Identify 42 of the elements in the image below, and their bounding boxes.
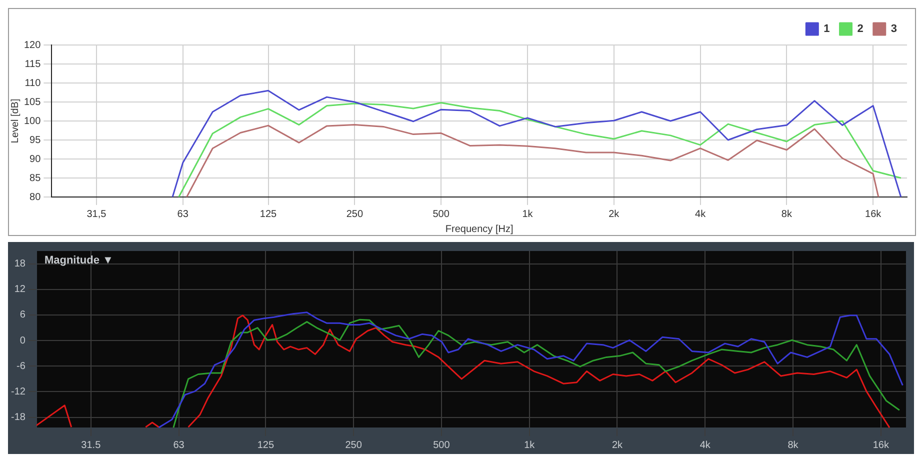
x-tick-label: 500 [433, 440, 450, 451]
y-tick-label: 12 [14, 284, 26, 296]
y-tick-label: 18 [14, 258, 26, 270]
y-tick-label: 105 [24, 96, 42, 108]
x-tick-label: 500 [432, 208, 450, 220]
x-tick-label: 31,5 [86, 208, 107, 220]
x-tick-label: 1k [524, 440, 536, 451]
y-tick-label: -12 [11, 386, 26, 398]
x-tick-label: 1k [522, 208, 534, 220]
x-axis-title: Frequency [Hz] [445, 224, 514, 235]
y-tick-label: -18 [11, 412, 26, 424]
x-tick-label: 2k [612, 440, 624, 451]
y-axis-title: Level [dB] [10, 98, 21, 144]
y-tick-label: 0 [20, 335, 26, 346]
y-tick-label: 90 [30, 154, 42, 165]
annotation: Magnitude ▼ [44, 254, 114, 267]
y-tick-label: 80 [30, 192, 42, 203]
legend-label: 3 [890, 23, 898, 36]
x-tick-label: 63 [173, 440, 185, 451]
x-tick-label: 16k [865, 208, 882, 220]
y-tick-label: 100 [24, 116, 42, 127]
y-tick-label: 120 [24, 40, 42, 51]
y-tick-label: -6 [16, 360, 26, 372]
x-tick-label: 63 [177, 208, 189, 220]
y-tick-label: 115 [24, 58, 42, 70]
x-tick-label: 125 [257, 440, 274, 451]
y-tick-label: 85 [30, 172, 42, 184]
x-tick-label: 250 [346, 208, 364, 220]
legend-label: 2 [857, 23, 864, 36]
legend-label: 1 [824, 23, 830, 36]
x-tick-label: 8k [788, 440, 800, 451]
x-tick-label: 4k [700, 440, 712, 451]
x-tick-label: 4k [695, 208, 707, 220]
y-tick-label: 6 [20, 310, 26, 321]
x-tick-label: 16k [872, 440, 890, 451]
x-tick-label: 31.5 [81, 440, 102, 451]
y-tick-label: 95 [30, 134, 42, 146]
x-tick-label: 250 [345, 440, 362, 451]
y-tick-label: 110 [24, 78, 42, 89]
x-tick-label: 2k [608, 208, 620, 220]
x-tick-label: 125 [260, 208, 278, 220]
x-tick-label: 8k [781, 208, 793, 220]
